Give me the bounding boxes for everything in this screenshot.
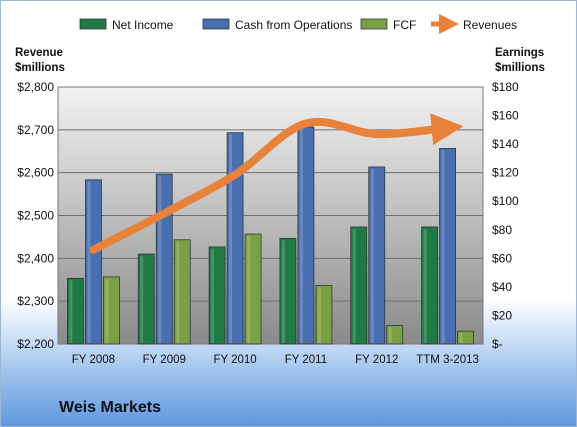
right-tick-label: $- [492,337,503,351]
left-tick-label: $2,400 [17,251,54,265]
bar-highlight [370,168,374,343]
legend-swatch [360,18,388,30]
bar-highlight [281,240,285,343]
left-axis-ticks: $2,200 $2,300 $2,400 $2,500 $2,600 $2,700 $2,8… [17,80,54,351]
bar-cash-from-operations [226,132,244,345]
legend-label: Cash from Operations [235,18,352,32]
bar-highlight [176,241,180,343]
bar-highlight [211,248,215,343]
bar-highlight [317,287,321,343]
revenues-line [89,113,464,254]
category-label: FY 2012 [355,354,398,366]
left-axis-title: Revenue [15,47,63,59]
bar-fcf [386,325,404,345]
bar-highlight [140,256,144,343]
bar-net-income [67,277,84,345]
left-tick-label: $2,700 [17,123,54,137]
right-axis-title: Earnings [495,47,544,59]
bar-highlight [299,128,303,343]
bar-cash-from-operations [85,179,102,345]
bar-highlight [87,181,91,343]
legend: Net Income Cash from Operations FCF Revenue… [79,14,517,34]
bar-highlight [69,280,73,343]
bar-highlight [105,278,109,343]
bar-net-income [350,226,368,345]
bar-net-income [208,246,226,345]
bar-net-income [137,253,155,345]
category-label: TTM 3-2013 [416,354,479,366]
left-tick-label: $2,500 [17,209,54,223]
axis-titles: Revenue $millions Earnings $millions [15,47,545,74]
right-tick-label: $60 [492,251,512,265]
bar-net-income [421,226,438,345]
bar-highlight [441,150,445,343]
revenues-line-path [89,113,464,254]
bar-highlight [247,236,251,343]
bar-highlight [352,228,356,343]
bar-highlight [229,134,233,343]
bar-highlight [158,176,162,343]
right-tick-label: $120 [492,166,519,180]
left-tick-label: $2,600 [17,166,54,180]
right-tick-label: $140 [492,137,519,151]
legend-label: FCF [393,18,416,32]
bar-fcf [315,285,333,345]
bar-cash-from-operations [439,147,456,345]
left-tick-label: $2,200 [17,337,54,351]
bars [67,126,474,345]
category-label: FY 2009 [143,354,186,366]
legend-swatch [202,18,230,30]
right-tick-label: $40 [492,280,512,294]
bar-fcf [457,330,474,345]
bar-highlight [423,228,427,343]
company-name: Weis Markets [59,399,161,416]
bar-highlight [388,327,392,343]
right-tick-label: $20 [492,308,512,322]
right-tick-label: $160 [492,109,519,123]
category-label: FY 2008 [72,354,115,366]
left-axis-title: $millions [15,62,65,74]
category-labels: FY 2008 FY 2009 FY 2010 FY 2011 FY 2012 TTM 3… [72,354,479,366]
bar-fcf [173,239,191,345]
category-label: FY 2010 [213,354,256,366]
left-tick-label: $2,800 [17,80,54,94]
right-axis-title: $millions [495,62,545,74]
legend-label: Revenues [463,18,517,32]
bar-fcf [103,276,120,345]
legend-label: Net Income [112,18,174,32]
bar-highlight [459,333,463,343]
right-tick-label: $80 [492,223,512,237]
left-tick-label: $2,300 [17,294,54,308]
legend-swatch [79,18,107,30]
right-axis-ticks: $- $20 $40 $60 $80 $100 $120 $140 $160 $180 [492,80,519,351]
bar-net-income [279,237,297,345]
right-tick-label: $180 [492,80,519,94]
right-tick-label: $100 [492,194,519,208]
bar-fcf [244,233,262,345]
bar-cash-from-operations [368,166,386,345]
category-label: FY 2011 [285,354,327,366]
